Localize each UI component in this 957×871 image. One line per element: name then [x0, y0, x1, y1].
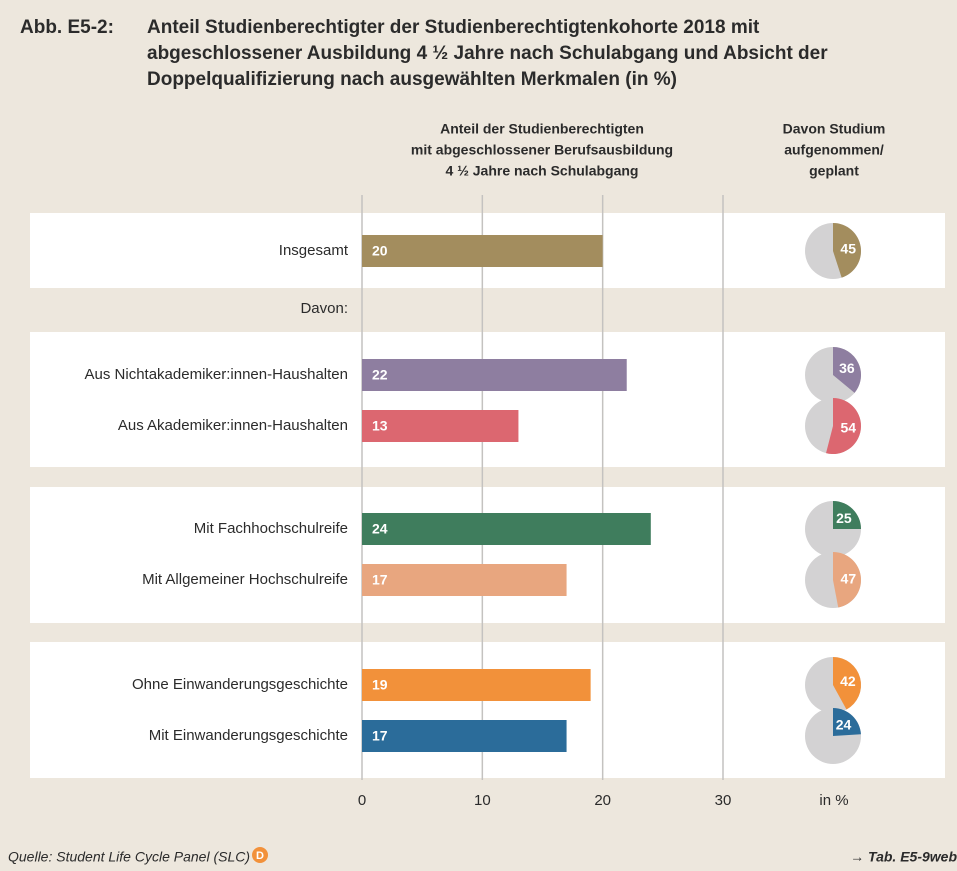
title: Doppelqualifizierung nach ausgewählten M…: [147, 69, 677, 90]
source-badge: D: [256, 850, 264, 862]
pie-slice: [833, 657, 862, 710]
value-label: 19: [372, 677, 388, 693]
group-band: [30, 642, 945, 778]
value-label: 20: [372, 243, 388, 259]
pie-label: 47: [841, 570, 857, 586]
pie-label: 36: [839, 360, 855, 376]
category-label: Mit Einwanderungsgeschichte: [149, 727, 348, 744]
unit-label: in %: [819, 792, 848, 809]
pie-label: 42: [840, 673, 856, 689]
pie-label: 45: [840, 240, 856, 256]
source-badge-circle: [252, 847, 269, 863]
pie-slice: [833, 552, 861, 608]
pie-slice: [826, 398, 862, 454]
pie-label: 24: [836, 716, 852, 732]
pie-header: geplant: [809, 163, 859, 179]
value-label: 17: [372, 572, 388, 588]
x-tick-label: 20: [594, 792, 611, 809]
reference: → Tab. E5-9web: [850, 849, 957, 865]
category-label: Insgesamt: [279, 242, 349, 259]
value-label: 13: [372, 418, 388, 434]
x-tick-label: 30: [715, 792, 732, 809]
pie-slice: [833, 708, 861, 736]
pie-header: Davon Studium: [783, 121, 886, 137]
category-label: Mit Allgemeiner Hochschulreife: [142, 571, 348, 588]
pie-slice: [833, 501, 861, 529]
bar: [362, 513, 651, 545]
value-label: 24: [372, 521, 388, 537]
bar: [362, 669, 591, 701]
value-label: 22: [372, 367, 388, 383]
title-label: Abb. E5-2:: [20, 17, 114, 38]
bar: [362, 564, 567, 596]
bar: [362, 720, 567, 752]
pie-slice: [833, 223, 862, 278]
bar-header: 4 ½ Jahre nach Schulabgang: [446, 163, 639, 179]
category-label: Ohne Einwanderungsgeschichte: [132, 676, 348, 693]
x-tick-label: 10: [474, 792, 491, 809]
pie-label: 25: [836, 510, 852, 526]
category-label: Aus Nichtakademiker:innen-Haushalten: [85, 366, 348, 383]
bar: [362, 410, 519, 442]
bar-header: mit abgeschlossener Berufsausbildung: [411, 142, 673, 158]
group-band: [30, 487, 945, 623]
source: Quelle: Student Life Cycle Panel (SLC): [8, 849, 250, 865]
pie-header: aufgenommen/: [784, 142, 884, 158]
category-label: Davon:: [300, 300, 348, 317]
group-band: [30, 332, 945, 467]
bar-header: Anteil der Studienberechtigten: [440, 121, 644, 137]
pie-label: 54: [840, 420, 856, 436]
x-tick-label: 0: [358, 792, 366, 809]
bar: [362, 359, 627, 391]
title: Anteil Studienberechtigter der Studienbe…: [147, 17, 760, 38]
value-label: 17: [372, 728, 388, 744]
pie-slice: [833, 347, 861, 393]
bar: [362, 235, 603, 267]
category-label: Aus Akademiker:innen-Haushalten: [118, 417, 348, 434]
category-label: Mit Fachhochschulreife: [194, 520, 348, 537]
title: abgeschlossener Ausbildung 4 ½ Jahre nac…: [147, 43, 828, 64]
